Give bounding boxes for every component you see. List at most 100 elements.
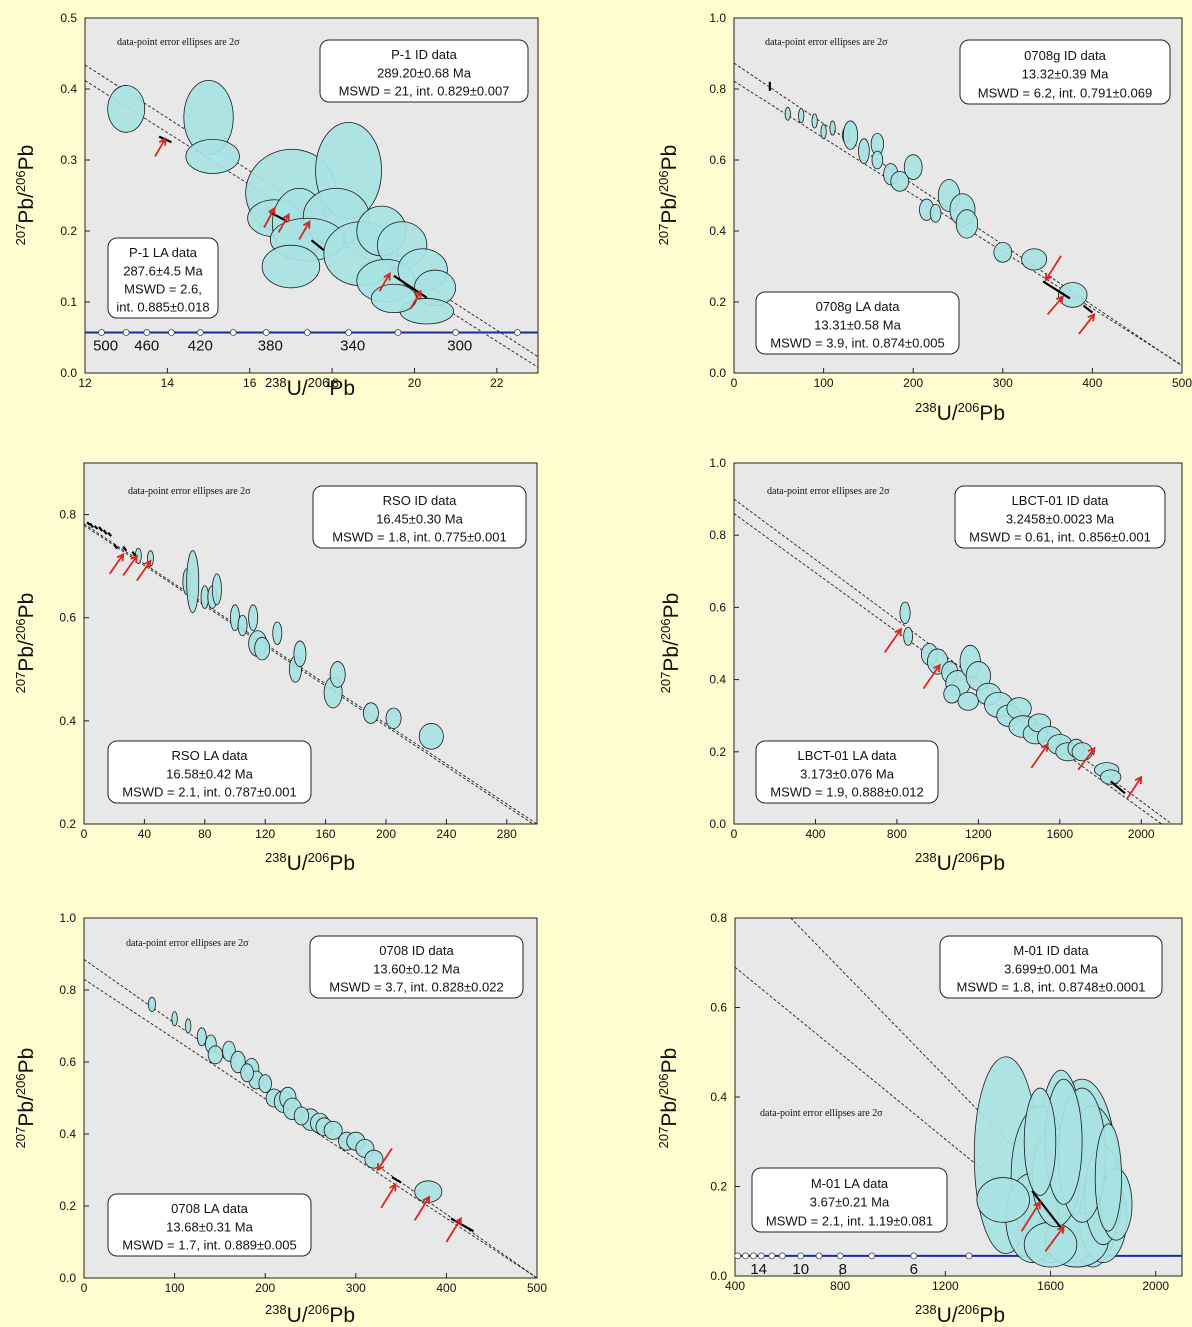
y-tick-label: 0.4	[710, 1090, 727, 1104]
x-tick-label: 2000	[1128, 827, 1155, 841]
error-ellipse	[811, 113, 818, 129]
discordia-line	[735, 966, 1004, 1187]
id-box	[959, 39, 1171, 105]
la-box-line: MSWD = 1.7, int. 0.889±0.005	[122, 1238, 296, 1253]
red-arrow-marker	[380, 1182, 397, 1209]
id-box-line: 16.45±0.30 Ma	[376, 511, 463, 526]
plot-content	[84, 959, 537, 1278]
id-box-line: 0708 ID data	[379, 943, 454, 958]
id-box-line: RSO ID data	[383, 493, 457, 508]
concordia-age-label: 420	[188, 338, 213, 355]
error-ellipse	[798, 108, 805, 124]
red-arrow-marker	[154, 137, 167, 157]
la-box-line: P-1 LA data	[129, 245, 198, 260]
x-tick-label: 40	[138, 827, 152, 841]
x-tick-label: 200	[903, 376, 923, 390]
y-tick-label: 0.1	[60, 295, 77, 309]
error-ellipse	[842, 120, 859, 150]
error-ellipse	[185, 1018, 192, 1034]
concordia-age-point	[778, 1252, 786, 1260]
x-tick-label: 300	[346, 1281, 366, 1295]
x-tick-label: 500	[1172, 376, 1192, 390]
x-tick-label: 240	[436, 827, 456, 841]
y-tick-label: 0.4	[59, 1127, 76, 1141]
red-arrow-marker	[445, 1217, 462, 1243]
y-tick-label: 0.2	[59, 817, 76, 831]
concordia-age-point	[750, 1252, 757, 1260]
red-arrow-marker	[108, 552, 125, 575]
la-box-line: M-01 LA data	[811, 1176, 889, 1191]
error-ellipse	[899, 601, 911, 625]
la-box-line: 3.67±0.21 Ma	[810, 1195, 890, 1210]
id-data-point	[450, 1217, 475, 1233]
error-ellipse	[171, 1011, 178, 1027]
y-tick-label: 0.8	[59, 508, 76, 522]
x-tick-label: 800	[887, 827, 907, 841]
x-tick-label: 12	[78, 376, 92, 390]
x-tick-label: 400	[436, 1281, 456, 1295]
chart-panel-3: 0 40 80 120 160 200 240 280 0.2 0.4 0.6 0.8 data-poi…	[13, 462, 538, 875]
concordia-age-point	[303, 329, 311, 336]
concordia-age-label: 10	[792, 1261, 809, 1278]
error-ellipse	[929, 203, 942, 223]
x-tick-label: 200	[255, 1281, 275, 1295]
x-tick-label: 22	[490, 376, 504, 390]
y-tick-label: 0.3	[60, 153, 77, 167]
id-box-line: P-1 ID data	[391, 47, 458, 62]
id-box-line: 289.20±0.68 Ma	[377, 65, 472, 80]
la-box-line: MSWD = 2.1, int. 1.19±0.081	[766, 1213, 933, 1228]
id-data-point	[1082, 304, 1094, 314]
red-arrow-marker	[1077, 746, 1096, 771]
id-data-point	[310, 239, 325, 252]
y-tick-label: 1.0	[709, 11, 726, 25]
error-ellipse	[1057, 282, 1088, 308]
x-tick-label: 18	[325, 376, 339, 390]
y-tick-label: 0.6	[59, 1055, 76, 1069]
error-ellipse	[820, 124, 827, 140]
x-tick-label: 400	[805, 827, 825, 841]
error-ellipse-note: data-point error ellipses are 2σ	[765, 37, 888, 48]
concordia-age-label: 460	[134, 338, 159, 355]
y-tick-label: 0.2	[60, 224, 77, 238]
error-ellipse	[1100, 769, 1122, 785]
x-axis-label: 238U/206Pb	[265, 375, 355, 400]
y-tick-label: 0.6	[709, 600, 726, 614]
id-data-point	[107, 531, 113, 537]
error-ellipse	[784, 107, 791, 121]
plot-content: 14 10 8 6	[735, 918, 1182, 1278]
id-box-line: MSWD = 21, int. 0.829±0.007	[339, 84, 510, 99]
concordia-age-point	[143, 329, 151, 336]
concordia-age-point	[910, 1252, 918, 1260]
id-box-line: 13.32±0.39 Ma	[1022, 67, 1109, 82]
concordia-age-point	[514, 329, 521, 336]
x-tick-label: 1600	[1037, 1279, 1064, 1293]
y-tick-label: 0.4	[709, 673, 726, 687]
error-ellipse	[196, 1027, 207, 1047]
x-tick-label: 200	[376, 827, 396, 841]
x-tick-label: 0	[81, 1281, 88, 1295]
error-ellipse	[858, 138, 870, 164]
la-box-line: int. 0.885±0.018	[116, 300, 209, 315]
red-arrow-marker	[409, 289, 422, 310]
la-box-line: 13.68±0.31 Ma	[166, 1219, 253, 1234]
concordia-age-point	[797, 1252, 805, 1260]
error-ellipse	[207, 1045, 224, 1065]
concordia-age-point	[815, 1252, 823, 1260]
la-box-line: MSWD = 2.1, int. 0.787±0.001	[122, 785, 296, 800]
x-tick-label: 800	[830, 1279, 850, 1293]
la-box-line: 13.31±0.58 Ma	[814, 317, 901, 332]
error-ellipse	[1023, 1087, 1057, 1196]
x-tick-label: 1200	[965, 827, 992, 841]
id-data-point	[1031, 1190, 1065, 1232]
id-data-point	[1042, 280, 1071, 300]
chart-panel-5: 0 100 200 300 400 500 0.0 0.2 0.4 0.6 0.8 1.0 data-p…	[13, 911, 547, 1327]
x-tick-label: 14	[161, 376, 175, 390]
error-ellipse	[237, 614, 248, 637]
discordia-line	[734, 513, 1162, 824]
error-ellipse	[976, 1177, 1030, 1223]
error-ellipse	[903, 154, 923, 180]
id-box-line: MSWD = 6.2, int. 0.791±0.069	[978, 85, 1152, 100]
discordia-line	[734, 498, 1173, 824]
error-ellipse-note: data-point error ellipses are 2σ	[126, 938, 249, 949]
error-ellipse	[107, 85, 146, 133]
